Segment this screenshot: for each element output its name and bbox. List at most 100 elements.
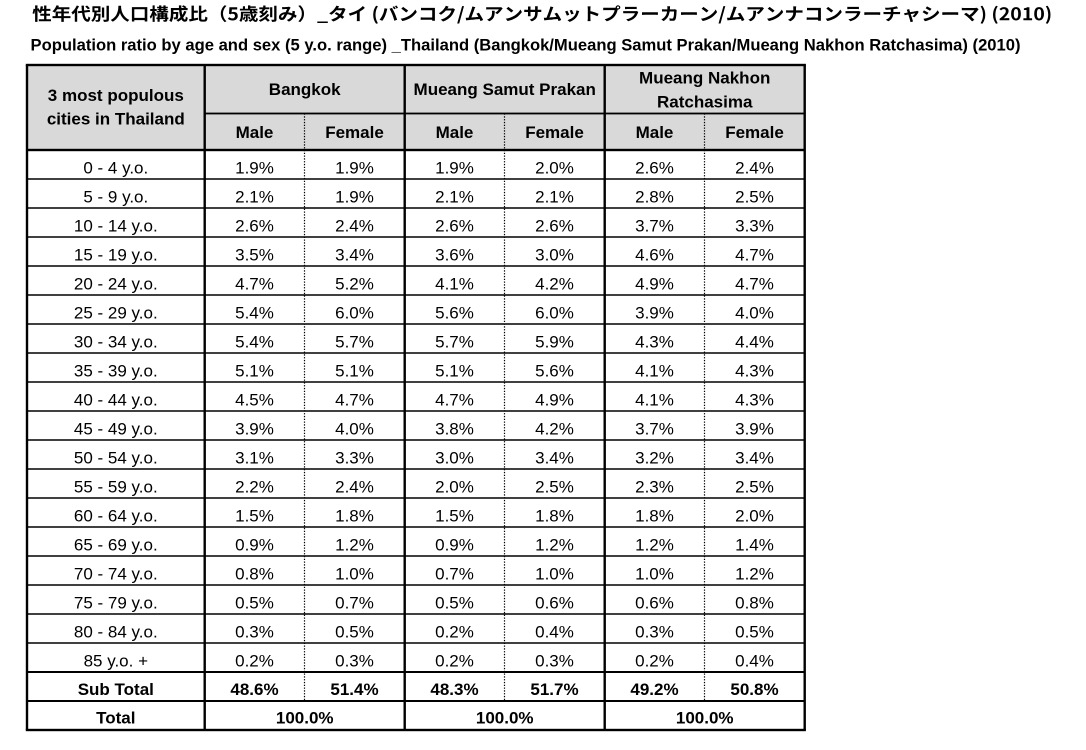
svg-text:Ratchasima: Ratchasima [657,92,753,111]
svg-text:2.2%: 2.2% [235,478,274,497]
svg-text:80 - 84 y.o.: 80 - 84 y.o. [74,623,158,642]
svg-text:55 - 59 y.o.: 55 - 59 y.o. [74,478,158,497]
svg-text:2.6%: 2.6% [235,217,274,236]
svg-text:2.4%: 2.4% [735,159,774,178]
svg-text:5.1%: 5.1% [435,362,474,381]
svg-text:15 - 19 y.o.: 15 - 19 y.o. [74,246,158,265]
svg-text:0.7%: 0.7% [435,565,474,584]
svg-text:3.9%: 3.9% [235,420,274,439]
svg-text:2.8%: 2.8% [635,188,674,207]
svg-text:70 - 74 y.o.: 70 - 74 y.o. [74,565,158,584]
svg-text:100.0%: 100.0% [276,709,334,728]
svg-text:3.4%: 3.4% [335,246,374,265]
svg-text:3.9%: 3.9% [735,420,774,439]
svg-text:1.9%: 1.9% [335,159,374,178]
svg-text:48.3%: 48.3% [430,680,478,699]
svg-text:3 most populous: 3 most populous [48,86,184,105]
svg-text:4.0%: 4.0% [735,304,774,323]
svg-text:3.5%: 3.5% [235,246,274,265]
svg-text:35 - 39 y.o.: 35 - 39 y.o. [74,362,158,381]
svg-text:75 - 79 y.o.: 75 - 79 y.o. [74,594,158,613]
svg-text:3.7%: 3.7% [635,420,674,439]
svg-text:3.2%: 3.2% [635,449,674,468]
svg-text:3.7%: 3.7% [635,217,674,236]
svg-text:Mueang Samut Prakan: Mueang Samut Prakan [414,80,596,99]
svg-text:1.0%: 1.0% [335,565,374,584]
svg-text:0.2%: 0.2% [635,652,674,671]
svg-text:Female: Female [525,123,584,142]
svg-text:1.9%: 1.9% [335,188,374,207]
svg-text:1.5%: 1.5% [235,507,274,526]
svg-text:0.3%: 0.3% [535,652,574,671]
svg-text:0.3%: 0.3% [635,623,674,642]
svg-text:0.5%: 0.5% [335,623,374,642]
svg-text:4.7%: 4.7% [735,246,774,265]
svg-text:0.8%: 0.8% [235,565,274,584]
svg-text:1.5%: 1.5% [435,507,474,526]
svg-text:3.3%: 3.3% [735,217,774,236]
svg-text:65 - 69 y.o.: 65 - 69 y.o. [74,536,158,555]
svg-text:0.9%: 0.9% [435,536,474,555]
svg-text:49.2%: 49.2% [630,680,678,699]
svg-text:0.7%: 0.7% [335,594,374,613]
svg-text:1.8%: 1.8% [635,507,674,526]
svg-text:cities in Thailand: cities in Thailand [47,110,185,129]
svg-text:4.7%: 4.7% [335,391,374,410]
svg-text:2.6%: 2.6% [535,217,574,236]
svg-text:2.1%: 2.1% [235,188,274,207]
svg-text:1.2%: 1.2% [535,536,574,555]
svg-text:5.9%: 5.9% [535,333,574,352]
svg-text:60 - 64 y.o.: 60 - 64 y.o. [74,507,158,526]
svg-text:Male: Male [436,123,474,142]
svg-text:5 - 9 y.o.: 5 - 9 y.o. [83,188,148,207]
svg-text:30 - 34 y.o.: 30 - 34 y.o. [74,333,158,352]
svg-text:3.8%: 3.8% [435,420,474,439]
svg-text:51.4%: 51.4% [330,680,378,699]
svg-text:0.2%: 0.2% [235,652,274,671]
svg-text:2.6%: 2.6% [635,159,674,178]
svg-text:50.8%: 50.8% [730,680,778,699]
svg-text:45 - 49 y.o.: 45 - 49 y.o. [74,420,158,439]
svg-text:0.4%: 0.4% [735,652,774,671]
svg-text:2.3%: 2.3% [635,478,674,497]
svg-text:0.5%: 0.5% [235,594,274,613]
svg-text:3.6%: 3.6% [435,246,474,265]
svg-text:1.0%: 1.0% [635,565,674,584]
svg-text:25 - 29 y.o.: 25 - 29 y.o. [74,304,158,323]
svg-text:0 - 4 y.o.: 0 - 4 y.o. [83,159,148,178]
svg-text:4.1%: 4.1% [635,391,674,410]
svg-text:6.0%: 6.0% [335,304,374,323]
svg-text:0.5%: 0.5% [735,623,774,642]
svg-text:0.2%: 0.2% [435,623,474,642]
svg-text:100.0%: 100.0% [676,709,734,728]
svg-text:4.7%: 4.7% [235,275,274,294]
svg-text:4.2%: 4.2% [535,420,574,439]
svg-text:85 y.o. +: 85 y.o. + [84,652,148,671]
svg-text:4.6%: 4.6% [635,246,674,265]
svg-text:4.0%: 4.0% [335,420,374,439]
svg-text:4.1%: 4.1% [435,275,474,294]
svg-text:0.3%: 0.3% [235,623,274,642]
svg-text:50 - 54 y.o.: 50 - 54 y.o. [74,449,158,468]
svg-text:1.2%: 1.2% [735,565,774,584]
svg-text:1.9%: 1.9% [435,159,474,178]
svg-text:5.4%: 5.4% [235,333,274,352]
svg-text:4.9%: 4.9% [535,391,574,410]
svg-text:0.4%: 0.4% [535,623,574,642]
svg-text:2.0%: 2.0% [535,159,574,178]
svg-text:3.9%: 3.9% [635,304,674,323]
svg-text:1.8%: 1.8% [535,507,574,526]
svg-text:2.0%: 2.0% [735,507,774,526]
svg-text:1.8%: 1.8% [335,507,374,526]
svg-text:5.7%: 5.7% [435,333,474,352]
svg-text:2.6%: 2.6% [435,217,474,236]
svg-text:2.5%: 2.5% [735,478,774,497]
svg-text:6.0%: 6.0% [535,304,574,323]
svg-text:4.4%: 4.4% [735,333,774,352]
svg-text:Bangkok: Bangkok [269,80,341,99]
svg-text:4.5%: 4.5% [235,391,274,410]
svg-text:48.6%: 48.6% [230,680,278,699]
svg-text:2.5%: 2.5% [535,478,574,497]
svg-text:2.5%: 2.5% [735,188,774,207]
svg-text:0.8%: 0.8% [735,594,774,613]
